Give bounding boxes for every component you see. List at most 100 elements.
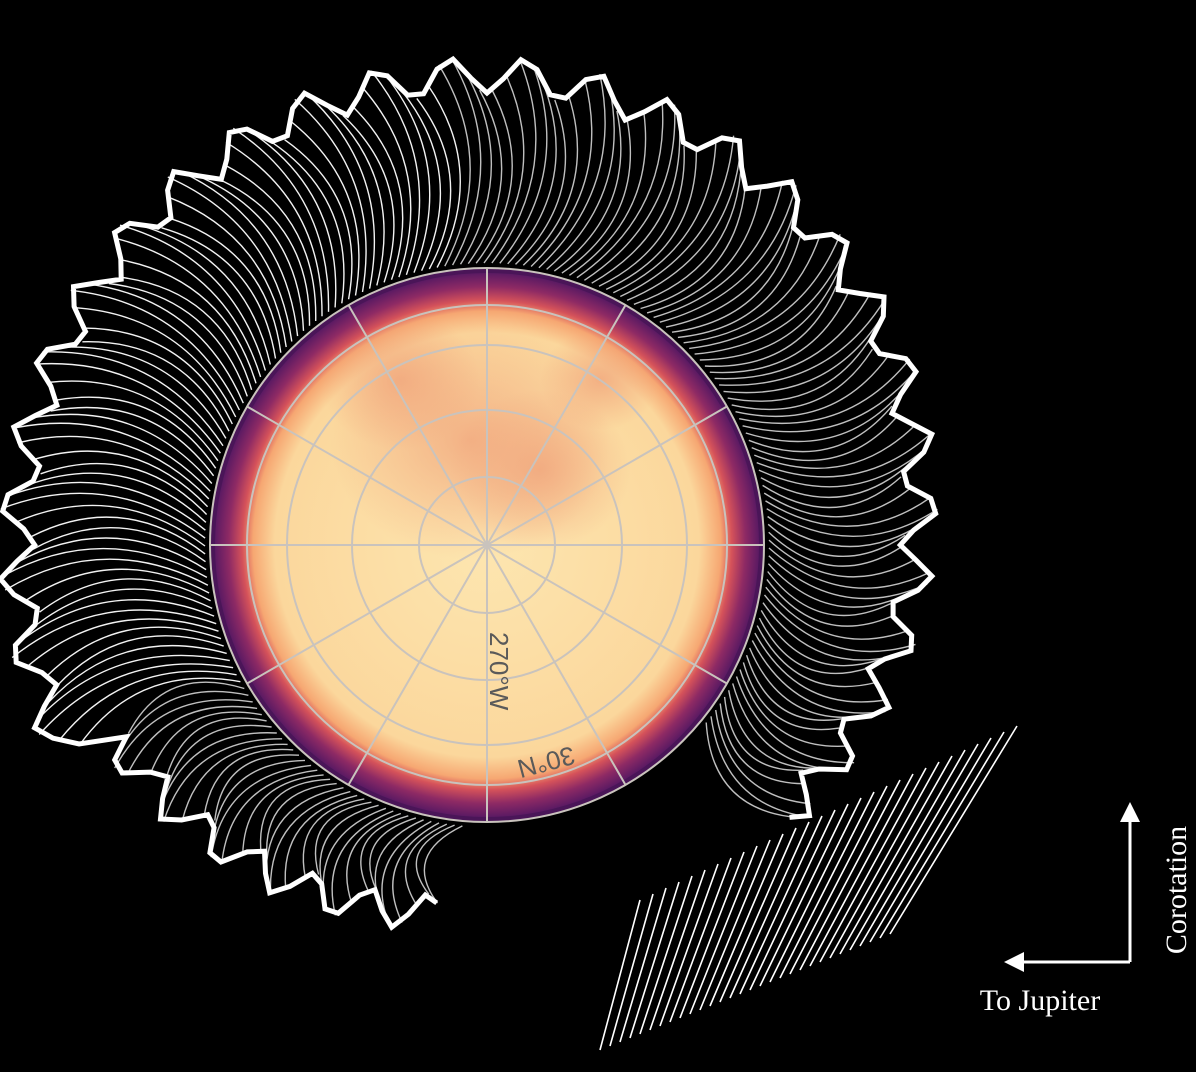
field-line [789,785,888,975]
field-line [39,578,211,613]
field-line [47,644,227,703]
field-line [370,70,421,276]
field-line [751,416,898,462]
field-line [768,531,902,567]
field-line [70,289,241,411]
field-line [869,737,992,943]
meridian-line [246,405,488,546]
field-line [765,586,909,640]
field-line [271,141,345,304]
field-line [467,89,503,265]
field-line [140,224,271,365]
field-line [745,654,845,721]
field-line [748,405,893,453]
field-line [735,676,855,764]
field-line [40,462,208,515]
field-line [180,171,299,337]
field-line [232,127,330,312]
field-line [242,774,324,855]
field-line [360,815,409,891]
field-line [719,703,804,785]
field-line [515,99,567,265]
field-line [609,893,654,1047]
field-line [849,749,966,951]
field-line [415,824,455,895]
field-line [766,508,938,537]
field-line [119,224,267,371]
field-line [166,717,267,776]
field-line [659,185,797,323]
field-line [4,558,209,591]
field-line [653,180,784,319]
field-line [46,380,219,462]
field-line [294,98,367,293]
field-line [646,187,762,314]
field-line [57,396,217,469]
field-line [302,798,365,878]
field-line [269,790,351,894]
field-line [331,810,394,916]
field-line [767,523,906,558]
field-line [108,282,248,397]
field-line [719,827,797,1003]
field-line [220,179,311,326]
field-line [438,64,471,267]
field-line [162,738,283,822]
field-line [161,227,277,359]
field-line [56,635,224,687]
field-line [584,104,676,281]
field-line [221,769,318,863]
field-line [392,822,440,923]
field-line [82,341,230,432]
field-line [759,803,849,987]
field-line [17,435,210,500]
field-line [181,743,288,821]
field-line [24,568,210,602]
field-line [727,335,873,402]
field-line [546,88,615,270]
field-line [758,446,928,488]
field-line [767,515,925,548]
field-line [369,817,417,893]
field-line [58,670,237,741]
field-line [203,748,294,816]
field-line [626,149,742,301]
field-line [758,617,869,675]
field-line [451,58,482,266]
field-line [665,204,797,328]
field-line [214,754,300,821]
field-line [459,72,493,265]
field-line [760,462,911,499]
field-line [619,887,667,1043]
field-line [63,346,227,439]
field-line [499,64,548,264]
field-line [633,172,742,305]
field-line [122,276,253,391]
field-line [723,696,804,771]
meridian-line [246,544,488,685]
field-line [404,823,448,906]
field-line [620,135,735,298]
io-disk [209,267,765,823]
field-line [16,537,207,571]
field-line [809,773,914,967]
field-line [38,663,234,735]
field-line [760,610,880,667]
field-line [325,105,385,286]
field-line [284,139,353,300]
field-line [18,599,215,643]
field-line [569,111,647,276]
field-line [723,314,884,394]
field-line [346,812,402,904]
field-line [745,388,905,443]
field-line [427,84,461,268]
field-line [779,791,875,979]
to-jupiter-arrowhead [1004,952,1024,972]
field-line [649,869,706,1031]
field-line [538,73,606,269]
field-line [29,413,213,484]
field-line [729,821,810,999]
field-line [756,432,932,478]
field-line [150,711,262,774]
corotation-arrowhead [1120,802,1140,822]
